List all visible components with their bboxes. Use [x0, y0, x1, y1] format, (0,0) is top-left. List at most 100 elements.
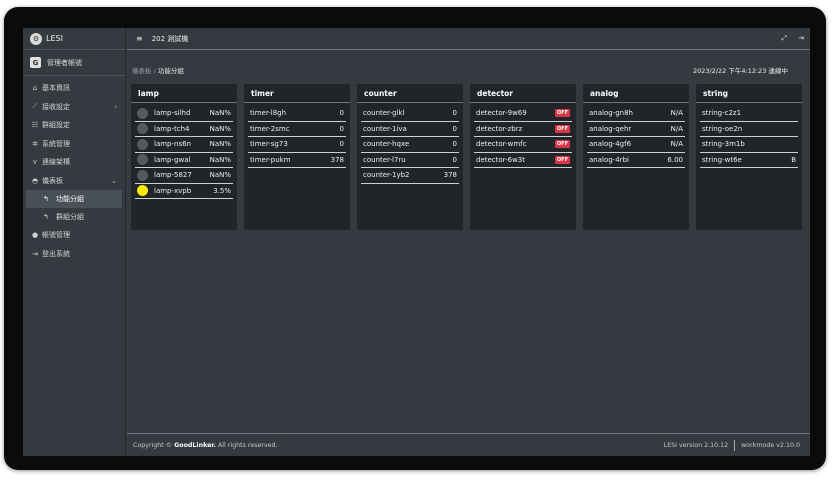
sidebar-subitem-group-group[interactable]: ↰ 群組分組 — [23, 208, 125, 226]
item-label: lamp-xvpb — [154, 186, 192, 195]
item-label: counter-l7ru — [363, 155, 406, 164]
user-badge-icon: G — [30, 57, 41, 68]
item-value: 0 — [452, 124, 457, 133]
item-value: NaN% — [209, 124, 231, 133]
list-item[interactable]: lamp-5827 NaN% — [135, 168, 233, 184]
item-value: 0 — [452, 109, 457, 118]
hamburger-menu-icon[interactable]: ≡ — [136, 34, 143, 43]
list-item[interactable]: timer-l8gh 0 — [248, 106, 346, 122]
item-label: analog-gn8h — [589, 109, 633, 118]
sidebar-item-system[interactable]: ✲ 系統管理 — [23, 135, 125, 154]
item-label: detector-wmfc — [476, 140, 527, 149]
item-value: 378 — [443, 171, 457, 180]
list-item[interactable]: timer-sg73 0 — [248, 137, 346, 153]
item-value: 3.5% — [213, 186, 231, 195]
card-string: string string-c2z1 string-oe2n string-3m1b s… — [696, 84, 802, 230]
list-item[interactable]: timer-pukm 378 — [248, 153, 346, 168]
item-value: 0 — [339, 109, 344, 118]
list-item[interactable]: string-c2z1 — [700, 106, 798, 122]
version-info: LESI version 2.10.12 workmode v2.10.0 — [664, 439, 800, 451]
list-item[interactable]: analog-4gf6 N/A — [587, 137, 685, 153]
list-item[interactable]: detector-wmfc OFF — [474, 137, 572, 153]
plug-icon: ⟋ — [32, 102, 38, 111]
company-link[interactable]: GoodLinker. — [174, 441, 216, 449]
list-item[interactable]: lamp-silhd NaN% — [135, 106, 233, 122]
chevron-left-icon: ‹ — [114, 102, 117, 111]
card-title: timer — [244, 84, 350, 103]
card-title: analog — [583, 84, 689, 103]
item-label: string-wt6e — [702, 155, 742, 164]
list-item[interactable]: counter-glkl 0 — [361, 106, 459, 122]
list-item[interactable]: counter-l7ru 0 — [361, 153, 459, 168]
sidebar-item-label: 基本資訊 — [42, 84, 70, 93]
list-item[interactable]: timer-2smc 0 — [248, 122, 346, 137]
dashboard-icon: ◓ — [31, 176, 39, 185]
list-item[interactable]: string-oe2n — [700, 122, 798, 137]
list-item[interactable]: counter-1yb2 378 — [361, 168, 459, 184]
sidebar-item-group-settings[interactable]: ☷ 群組設定 — [23, 116, 125, 135]
item-label: timer-l8gh — [250, 109, 287, 118]
sidebar-item-dashboard[interactable]: ◓ 儀表板 ⌄ — [23, 172, 125, 191]
sidebar-item-basic-info[interactable]: ⌂ 基本資訊 — [23, 79, 125, 98]
breadcrumb-parent[interactable]: 儀表板 — [132, 67, 152, 75]
list-item[interactable]: lamp-xvpb 3.5% — [135, 184, 233, 199]
list-item[interactable]: counter-hqxe 0 — [361, 137, 459, 153]
list-item[interactable]: analog-qehr N/A — [587, 122, 685, 137]
sidebar-item-label: 連線架構 — [42, 158, 70, 167]
copyright-suffix: All rights reserved. — [217, 441, 278, 449]
gear-logo-icon: ⚙ — [30, 32, 42, 45]
item-value: 0 — [452, 140, 457, 149]
user-panel[interactable]: G 管理者帳號 — [23, 50, 125, 76]
list-item[interactable]: lamp-tch4 NaN% — [135, 122, 233, 137]
sidebar-item-receive-settings[interactable]: ⟋ 接收設定 ‹ — [23, 98, 125, 117]
status-badge: OFF — [554, 109, 570, 118]
lamp-off-icon — [137, 107, 148, 119]
app-screen: ⚙ LESI G 管理者帳號 ⌂ 基本資訊 ⟋ 接收設定 ‹ ☷ — [23, 28, 810, 456]
item-value: B — [791, 155, 796, 164]
card-lamp: lamp lamp-silhd NaN% lamp-tch4 NaN% lamp-ns6n… — [131, 84, 237, 230]
workmode-version: workmode v2.10.0 — [741, 441, 800, 449]
sidebar-subitem-function-group[interactable]: ↰ 功能分組 — [26, 190, 122, 208]
list-item[interactable]: counter-1iva 0 — [361, 122, 459, 137]
sidebar-item-label: 系統管理 — [42, 139, 70, 148]
item-value: 0 — [452, 155, 457, 164]
tree-icon: ⋎ — [32, 158, 38, 167]
item-value: NaN% — [209, 171, 231, 180]
home-icon: ⌂ — [32, 84, 38, 93]
sidebar-item-accounts[interactable]: ● 帳號管理 — [23, 226, 125, 245]
list-item[interactable]: string-3m1b — [700, 137, 798, 153]
item-value: NaN% — [209, 140, 231, 149]
logout-icon[interactable]: ⇥ — [798, 34, 804, 42]
item-label: timer-2smc — [250, 124, 290, 133]
copyright-prefix: Copyright © — [133, 441, 173, 449]
list-item[interactable]: detector-zbrz OFF — [474, 122, 572, 137]
item-label: lamp-gwal — [154, 155, 191, 164]
footer: Copyright © GoodLinker. All rights reser… — [127, 433, 810, 456]
fullscreen-icon[interactable]: ⤢ — [781, 34, 788, 42]
sidebar-subitem-label: 功能分組 — [56, 195, 84, 203]
breadcrumb-current: 功能分組 — [157, 67, 184, 75]
list-item[interactable]: detector-9w69 OFF — [474, 106, 572, 122]
item-label: analog-4gf6 — [589, 140, 632, 149]
card-title: string — [696, 84, 802, 103]
brand[interactable]: ⚙ LESI — [23, 28, 125, 50]
list-item[interactable]: string-wt6e B — [700, 153, 798, 168]
sidebar-item-topology[interactable]: ⋎ 連線架構 — [23, 153, 125, 172]
list-item[interactable]: detector-6w3t OFF — [474, 153, 572, 168]
item-label: counter-1yb2 — [363, 171, 410, 180]
item-value: 6.00 — [667, 155, 683, 164]
list-item[interactable]: analog-4rbi 6.00 — [587, 153, 685, 168]
item-label: lamp-silhd — [154, 109, 191, 118]
card-rows: detector-9w69 OFF detector-zbrz OFF detector… — [470, 103, 576, 168]
card-counter: counter counter-glkl 0 counter-1iva 0 counter… — [357, 84, 463, 230]
brand-name: LESI — [46, 34, 63, 43]
sidebar-item-label: 帳號管理 — [42, 231, 70, 240]
dashboard-cards: lamp lamp-silhd NaN% lamp-tch4 NaN% lamp-ns6n… — [131, 84, 802, 230]
sidebar-item-logout[interactable]: ⇥ 登出系統 — [23, 245, 125, 264]
status-badge: OFF — [554, 155, 570, 164]
card-title: detector — [470, 84, 576, 103]
card-timer: timer timer-l8gh 0 timer-2smc 0 timer-sg73 0 ti… — [244, 84, 350, 230]
list-item[interactable]: lamp-ns6n NaN% — [135, 137, 233, 153]
list-item[interactable]: analog-gn8h N/A — [587, 106, 685, 122]
list-item[interactable]: lamp-gwal NaN% — [135, 153, 233, 168]
